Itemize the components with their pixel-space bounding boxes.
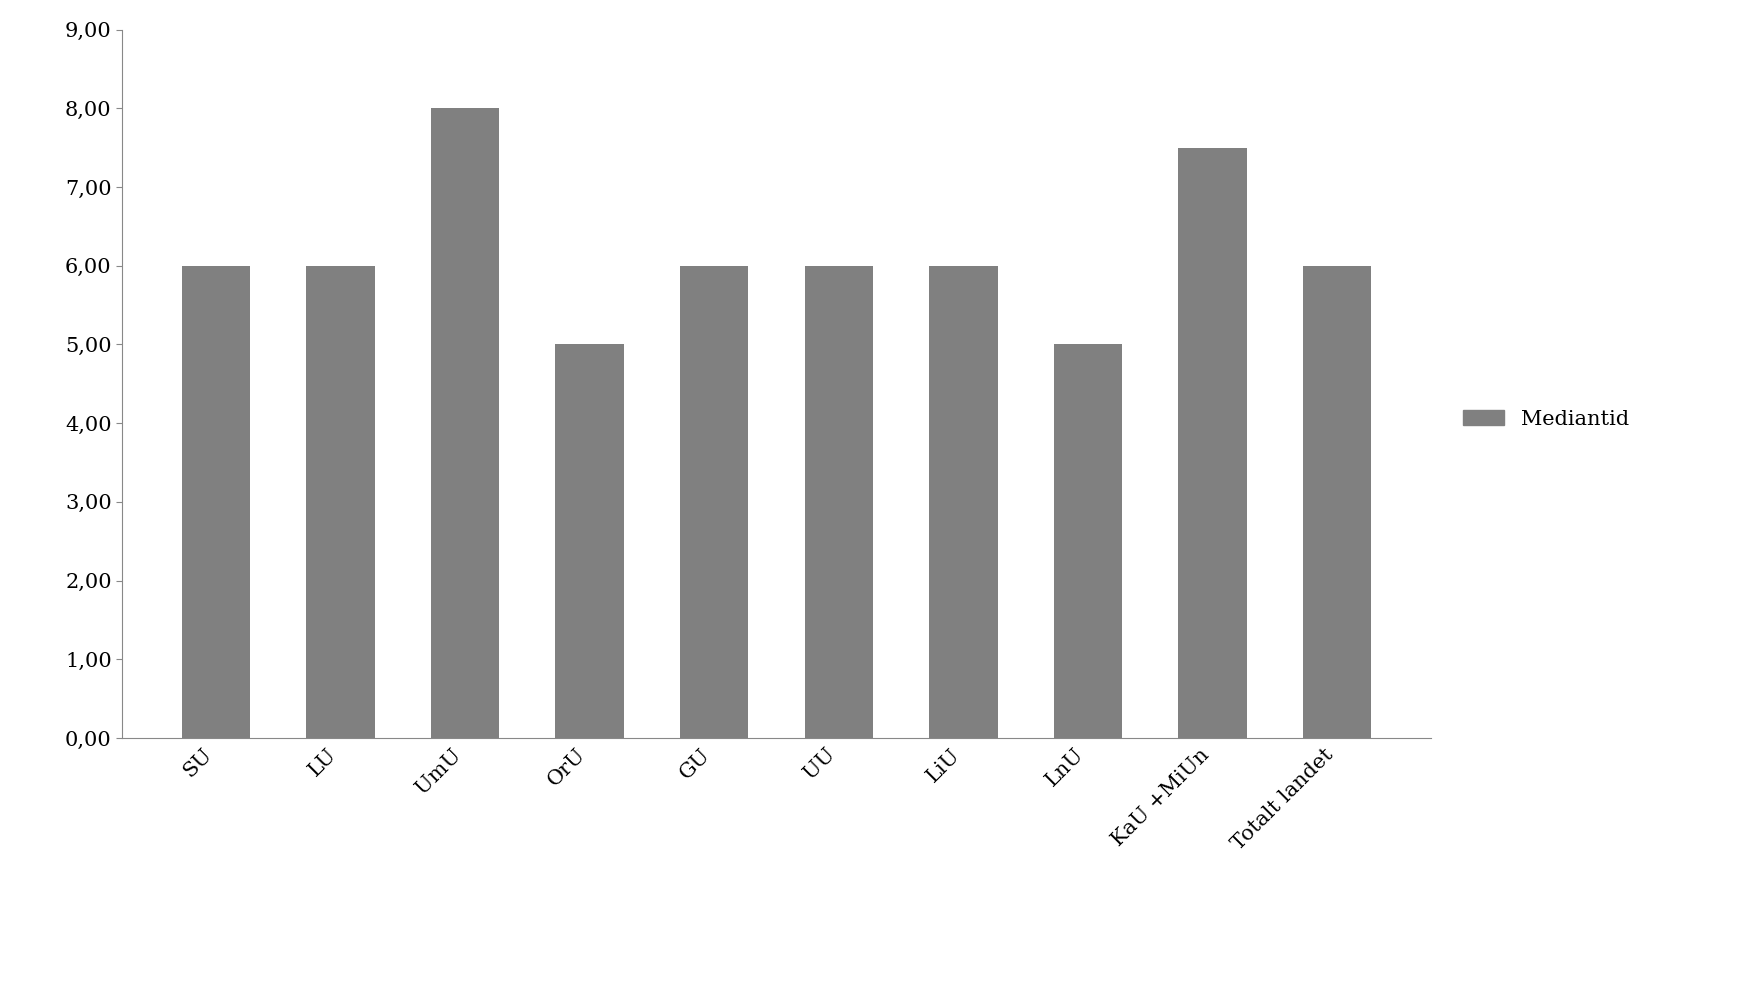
Bar — [928, 266, 998, 738]
Bar — [1054, 344, 1122, 738]
Bar — [555, 344, 625, 738]
Bar — [804, 266, 872, 738]
Bar — [181, 266, 250, 738]
Bar — [1304, 266, 1372, 738]
Bar — [1178, 148, 1248, 738]
Bar — [681, 266, 749, 738]
Bar — [305, 266, 375, 738]
Legend: Mediantid: Mediantid — [1454, 401, 1637, 437]
Bar — [431, 108, 499, 738]
